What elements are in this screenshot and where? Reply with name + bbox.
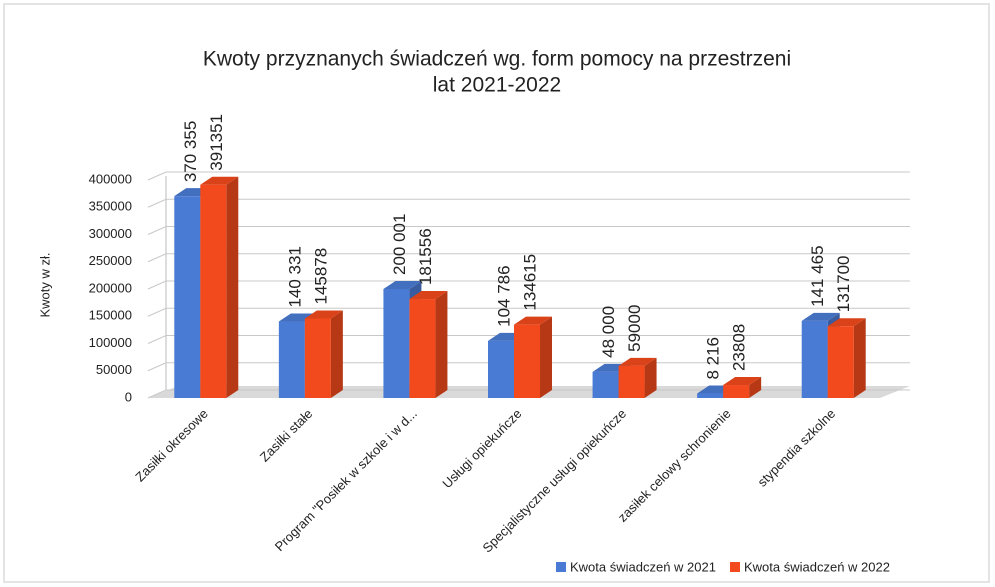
y-tick-label: 150000: [89, 308, 132, 323]
grid-line: [147, 280, 910, 290]
value-label: 181556: [416, 228, 435, 285]
bar-top: [827, 318, 866, 327]
y-tick-label: 50000: [96, 362, 132, 377]
bar: [409, 299, 436, 398]
legend-swatch: [729, 562, 740, 572]
y-tick-label: 250000: [89, 253, 132, 268]
y-tick-label: 300000: [89, 226, 132, 241]
frame: [3, 3, 990, 583]
bar-top: [200, 176, 239, 185]
bar-top: [514, 316, 552, 325]
value-label: 23808: [730, 324, 749, 371]
bar-side: [540, 316, 552, 398]
bar: [827, 326, 854, 398]
y-tick-label: 400000: [89, 171, 132, 186]
bar: [618, 365, 645, 398]
grid-line: [147, 389, 910, 399]
legend-label: Kwota świadczeń w 2022: [744, 559, 890, 574]
value-label: 59000: [625, 305, 644, 352]
grid-line: [147, 198, 910, 208]
bar: [723, 385, 750, 398]
value-label: 8 216: [704, 337, 723, 380]
value-label: 200 001: [390, 214, 409, 275]
bar-top: [383, 280, 422, 289]
value-label: 104 786: [494, 265, 513, 326]
bar-top: [409, 291, 448, 300]
y-tick-label: 0: [125, 389, 132, 404]
bar-side: [749, 377, 762, 398]
value-label: 391351: [207, 114, 226, 171]
bar-top: [801, 312, 840, 321]
grid-line: [147, 253, 910, 263]
bar-side: [853, 318, 866, 398]
bar: [200, 184, 227, 398]
grid-line: [147, 307, 910, 317]
bar: [488, 340, 514, 398]
bar: [174, 196, 201, 398]
value-label: 48 000: [599, 306, 618, 358]
bar: [304, 318, 331, 398]
bar: [514, 324, 540, 398]
bar-side: [435, 291, 448, 398]
value-label: 134615: [520, 254, 539, 311]
y-tick-label: 200000: [89, 280, 132, 295]
bar-side: [226, 176, 239, 398]
bar: [383, 288, 410, 398]
value-label: 145878: [311, 248, 330, 305]
bar-top: [618, 357, 657, 366]
grid-line: [147, 226, 910, 235]
bar-side: [644, 357, 657, 398]
grid-line: [147, 171, 910, 181]
bar: [697, 393, 724, 398]
bar: [278, 321, 305, 398]
value-label: 141 465: [808, 245, 827, 306]
bar-side: [330, 310, 343, 398]
value-label: 140 331: [285, 246, 304, 307]
y-tick-label: 100000: [89, 335, 132, 350]
legend-swatch: [556, 562, 566, 572]
value-label: 370 355: [181, 121, 200, 182]
legend-label: Kwota świadczeń w 2021: [570, 559, 716, 574]
value-label: 131700: [834, 255, 853, 312]
bar: [801, 320, 828, 398]
grid-line: [147, 362, 910, 372]
y-tick-label: 350000: [89, 199, 132, 214]
bar: [592, 371, 619, 398]
chart-title: lat 2021-2022: [433, 74, 561, 97]
bar-top: [723, 377, 762, 386]
chart-title: Kwoty przyznanych świadczeń wg. form pom…: [203, 48, 791, 71]
bar-top: [304, 310, 343, 319]
grid-line: [147, 335, 910, 344]
y-axis-label: Kwoty w zł.: [37, 252, 52, 317]
